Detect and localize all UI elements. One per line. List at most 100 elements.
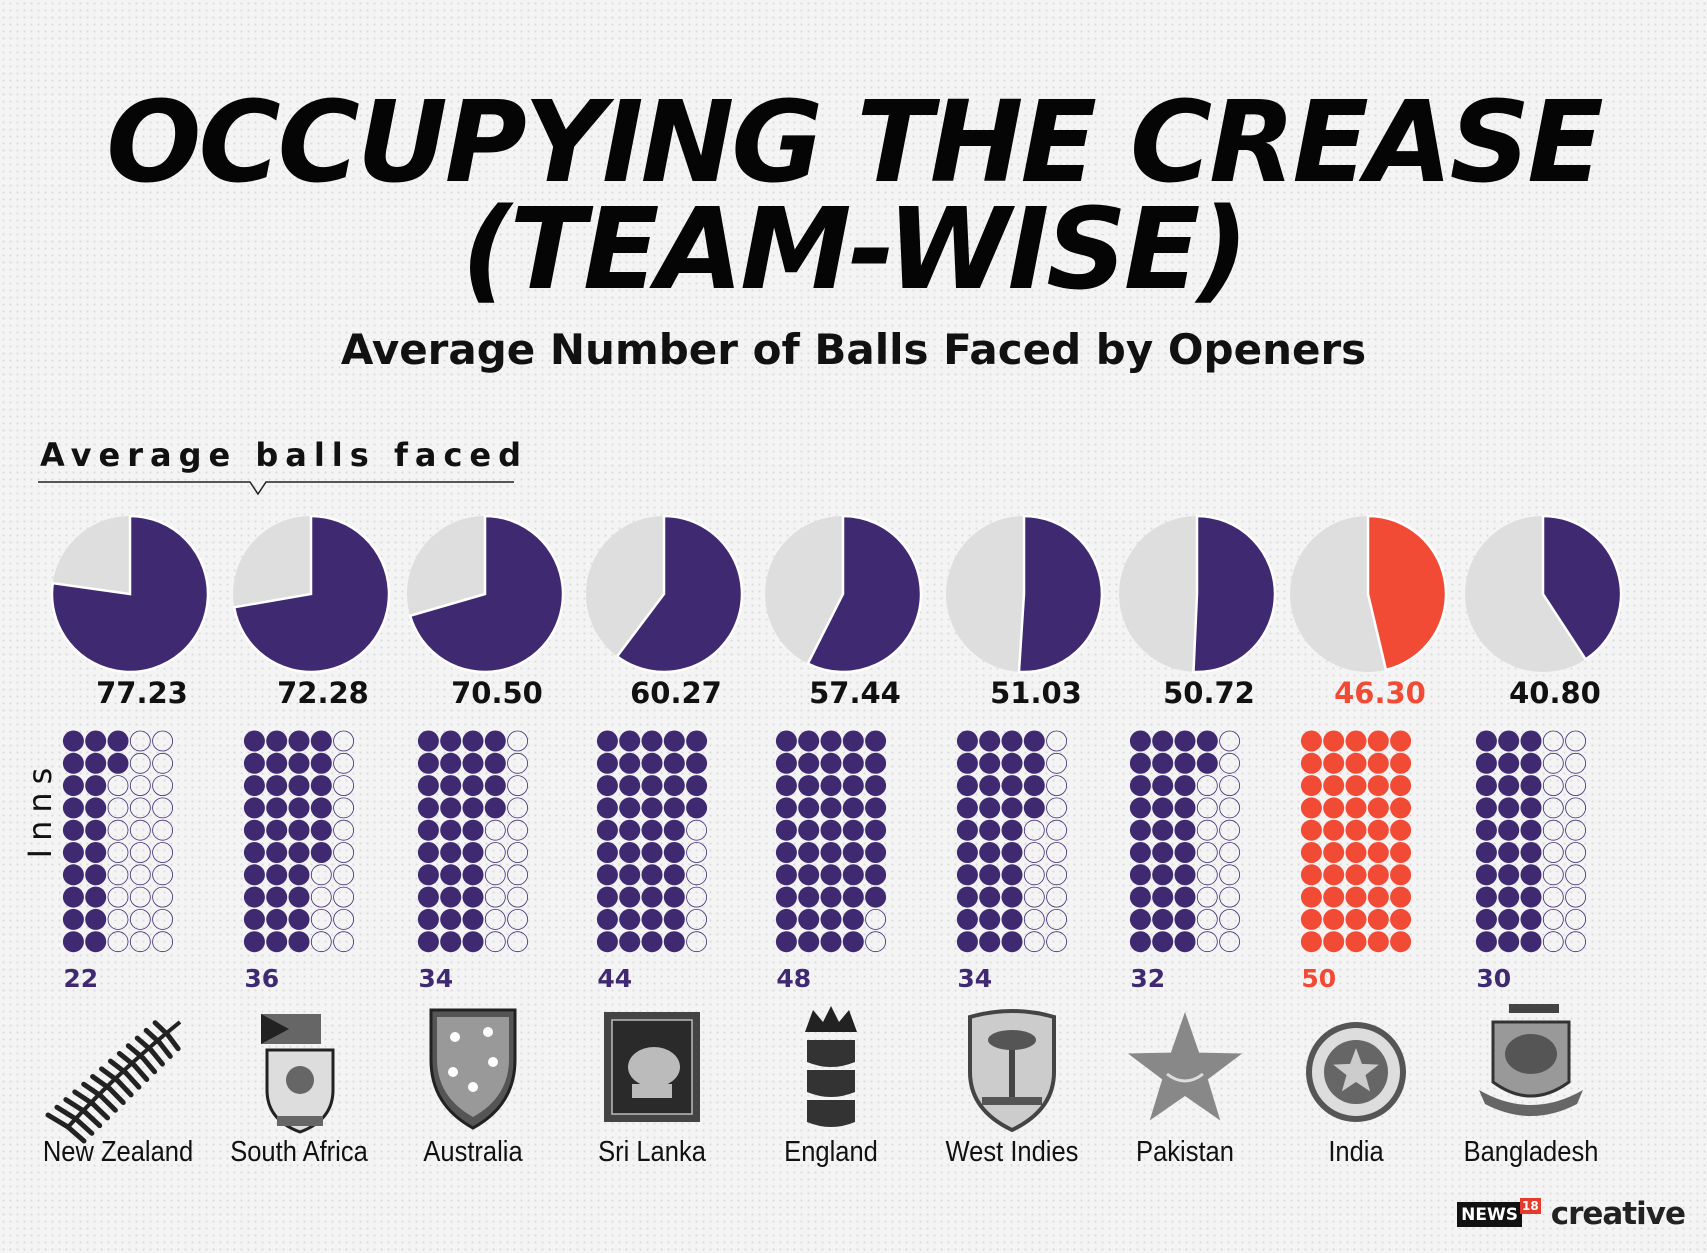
inns-dot-empty bbox=[507, 775, 528, 796]
inns-dot-empty bbox=[333, 797, 355, 819]
inns-dot-filled bbox=[798, 864, 820, 886]
inns-dot-filled bbox=[979, 752, 1001, 774]
inns-dot-empty bbox=[1542, 752, 1564, 774]
inns-dot-filled bbox=[1520, 752, 1542, 774]
inns-dot-filled bbox=[596, 842, 618, 863]
inns-dot-filled bbox=[266, 908, 288, 930]
inns-dot-filled bbox=[865, 752, 887, 774]
inns-dot-filled bbox=[1129, 931, 1151, 953]
inns-dot-filled bbox=[462, 752, 484, 774]
inns-dot-filled bbox=[1129, 842, 1151, 863]
inns-dot-filled bbox=[1001, 819, 1023, 841]
inns-dot-filled bbox=[663, 752, 685, 774]
pie-slice bbox=[806, 514, 923, 674]
inns-dot-filled bbox=[865, 864, 887, 886]
inns-dot-filled bbox=[956, 931, 978, 953]
inns-dot-filled bbox=[1152, 775, 1174, 797]
inns-dot-filled bbox=[1498, 819, 1520, 841]
inns-dot-filled bbox=[820, 730, 842, 752]
inns-dot-filled bbox=[417, 886, 439, 908]
inns-dot-filled bbox=[979, 730, 1001, 752]
inns-dot-empty bbox=[686, 931, 707, 953]
inns-dot-empty bbox=[1023, 842, 1045, 863]
inns-dot-filled bbox=[1345, 730, 1367, 752]
inns-dot-empty bbox=[484, 864, 506, 886]
inns-dot-empty bbox=[1023, 864, 1045, 886]
star-crescent-icon bbox=[1127, 1012, 1243, 1121]
inns-label: 48 bbox=[776, 964, 811, 993]
inns-dot-filled bbox=[820, 775, 842, 797]
inns-dot-filled bbox=[775, 775, 797, 797]
inns-dot-filled bbox=[798, 842, 820, 863]
inns-dot-filled bbox=[865, 797, 887, 819]
inns-dot-filled bbox=[62, 752, 84, 774]
inns-dot-filled bbox=[1367, 864, 1389, 886]
inns-dot-filled bbox=[462, 730, 484, 752]
inns-dot-filled bbox=[956, 908, 978, 930]
inns-dot-empty bbox=[129, 797, 151, 819]
inns-dot-filled bbox=[1390, 886, 1412, 908]
inns-dot-filled bbox=[1390, 752, 1412, 774]
inns-dot-filled bbox=[663, 864, 685, 886]
inns-dot-filled bbox=[107, 752, 129, 774]
inns-dot-filled bbox=[85, 819, 107, 841]
inns-dot-filled bbox=[266, 842, 288, 863]
inns-dot-filled bbox=[1300, 908, 1322, 930]
inns-dot-filled bbox=[1498, 842, 1520, 863]
inns-dot-empty bbox=[1565, 886, 1586, 908]
inns-dot-filled bbox=[619, 730, 641, 752]
inns-dot-filled bbox=[1300, 864, 1322, 886]
inns-dot-empty bbox=[1196, 797, 1218, 819]
inns-dot-filled bbox=[820, 931, 842, 953]
inns-dot-filled bbox=[1475, 864, 1497, 886]
inns-dot-empty bbox=[1565, 931, 1586, 953]
inns-dot-filled bbox=[1498, 730, 1520, 752]
inns-dot-filled bbox=[1129, 886, 1151, 908]
inns-dot-empty bbox=[129, 931, 151, 953]
inns-dot-filled bbox=[462, 842, 484, 863]
inns-dot-empty bbox=[484, 819, 506, 841]
inns-dot-filled bbox=[1498, 886, 1520, 908]
brand-18: 18 bbox=[1520, 1198, 1541, 1214]
inns-dot-filled bbox=[798, 775, 820, 797]
inns-dot-filled bbox=[641, 908, 663, 930]
inns-dot-filled bbox=[1152, 819, 1174, 841]
inns-dot-empty bbox=[1219, 842, 1240, 863]
inns-dot-filled bbox=[663, 886, 685, 908]
inns-dot-filled bbox=[417, 752, 439, 774]
inns-dot-filled bbox=[1323, 775, 1345, 797]
inns-dot-filled bbox=[1152, 752, 1174, 774]
chart-subtitle: Average Number of Balls Faced by Openers bbox=[340, 325, 1367, 374]
inns-dot-filled bbox=[596, 797, 618, 819]
inns-dot-filled bbox=[1129, 797, 1151, 819]
inns-dot-filled bbox=[266, 819, 288, 841]
inns-dot-filled bbox=[979, 931, 1001, 953]
inns-dot-filled bbox=[1345, 842, 1367, 863]
inns-dot-filled bbox=[417, 864, 439, 886]
inns-dot-empty bbox=[686, 819, 707, 841]
inns-dot-filled bbox=[462, 886, 484, 908]
inns-dot-empty bbox=[507, 797, 528, 819]
inns-dot-filled bbox=[686, 730, 708, 752]
inns-dot-filled bbox=[1475, 775, 1497, 797]
inns-dot-filled bbox=[641, 886, 663, 908]
inns-dot-filled bbox=[1498, 931, 1520, 953]
inns-dot-filled bbox=[266, 864, 288, 886]
value-label: 46.30 bbox=[1334, 676, 1426, 710]
pie-slice bbox=[1541, 514, 1623, 662]
value-label: 50.72 bbox=[1163, 676, 1255, 710]
inns-dot-filled bbox=[440, 931, 462, 953]
inns-dot-filled bbox=[288, 931, 310, 953]
inns-dot-filled bbox=[462, 819, 484, 841]
inns-dot-filled bbox=[1129, 819, 1151, 841]
inns-dot-filled bbox=[288, 752, 310, 774]
average-balls-label: Average balls faced bbox=[40, 436, 529, 474]
inns-dot-filled bbox=[462, 908, 484, 930]
inns-dot-filled bbox=[1520, 908, 1542, 930]
team-name-bangladesh: Bangladesh bbox=[1463, 1136, 1599, 1168]
inns-dot-empty bbox=[1219, 752, 1240, 774]
inns-dot-empty bbox=[1023, 909, 1045, 930]
inns-dot-empty bbox=[1023, 819, 1045, 841]
inns-label: 36 bbox=[244, 964, 279, 993]
pie-slice bbox=[1192, 514, 1277, 674]
